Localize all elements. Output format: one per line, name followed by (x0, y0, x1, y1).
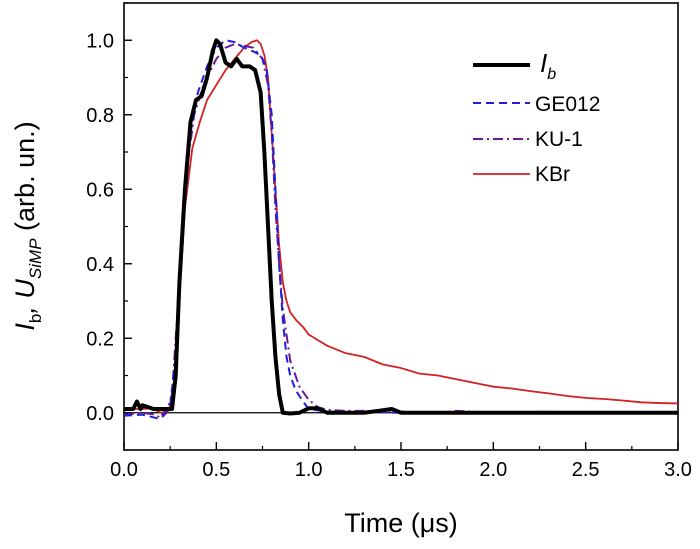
y-title-main: I (10, 323, 40, 331)
y-tick-label: 0.4 (86, 254, 114, 276)
x-tick-label: 0.0 (110, 459, 138, 481)
legend-Ib-sub: b (547, 66, 556, 83)
y-tick-label: 0.2 (86, 328, 114, 350)
legend-label-Ib: Ib (540, 48, 556, 83)
legend-label-KU1: KU-1 (535, 128, 583, 151)
y-tick-label: 0.0 (86, 403, 114, 425)
legend-label-GE012: GE012 (535, 93, 600, 116)
y-title-tail: (arb. un.) (10, 121, 40, 238)
legend-label-KBr: KBr (535, 163, 570, 186)
series-line-kbr (124, 39, 678, 414)
y-tick-label: 1.0 (86, 30, 114, 52)
x-tick-label: 1.0 (295, 459, 323, 481)
y-tick-label: 0.6 (86, 179, 114, 201)
series-line-i (124, 38, 678, 416)
x-tick-label: 2.5 (572, 459, 600, 481)
tick-labels: 0.0 0.5 1.0 1.5 2.0 2.5 3.0 0.0 0.2 0.4 0.6 0.8 1.0 (86, 30, 692, 481)
y-tick-label: 0.8 (86, 105, 114, 127)
x-tick-label: 2.0 (479, 459, 507, 481)
legend: Ib GE012 KU-1 KBr (473, 48, 600, 186)
x-axis-title: Time (μs) (344, 508, 458, 538)
y-title-sub1: b (26, 314, 45, 323)
x-tick-label: 1.5 (387, 459, 415, 481)
legend-Ib-main: I (540, 48, 547, 78)
y-axis-title: Ib, USiMP (arb. un.) (10, 121, 45, 330)
x-tick-label: 0.5 (202, 459, 230, 481)
axis-ticks (123, 2, 679, 451)
y-title-sub2: SiMP (26, 238, 45, 279)
x-tick-label: 3.0 (664, 459, 692, 481)
series-lines (124, 38, 678, 420)
y-title-mid: , U (10, 279, 40, 314)
